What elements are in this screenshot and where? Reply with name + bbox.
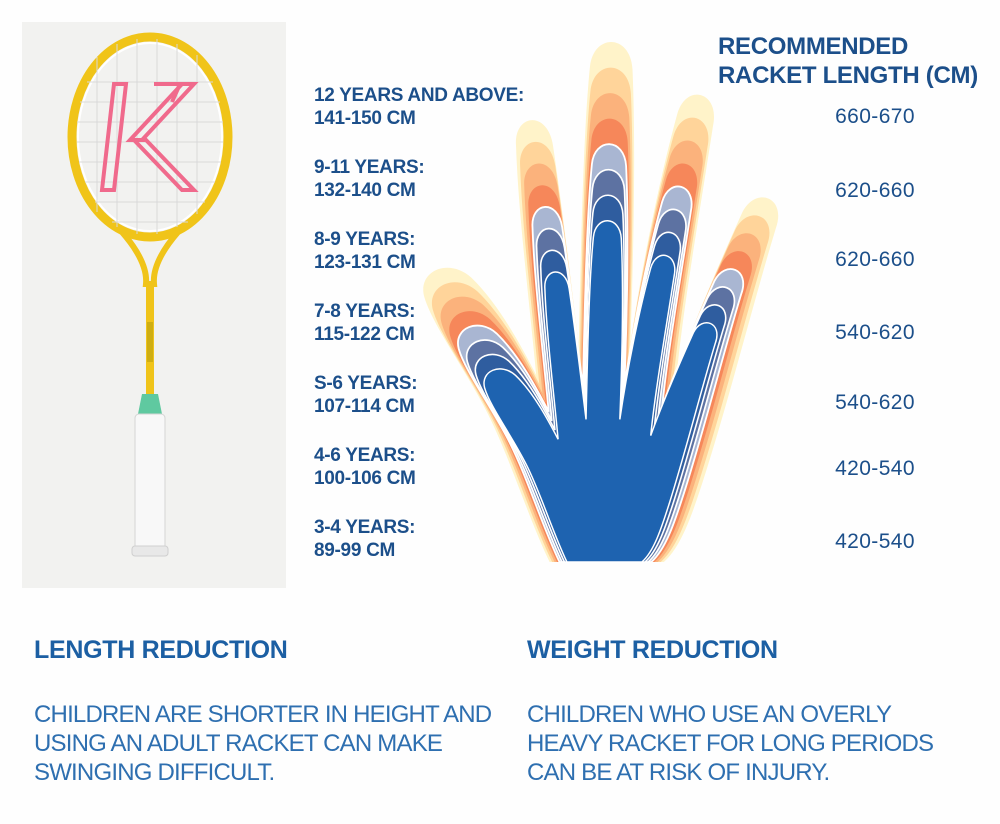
height-text: 107-114 CM [314,396,415,417]
height-text: 100-106 CM [314,468,416,489]
age-group-label: 3-4 YEARS: 89-99 CM [314,516,554,562]
weight-reduction-title: WEIGHT REDUCTION [527,636,778,664]
age-text: 3-4 YEARS: [314,517,416,538]
racket-image-panel [22,22,286,588]
age-group-label: 4-6 YEARS: 100-106 CM [314,444,554,490]
age-text: 7-8 YEARS: [314,301,416,322]
age-text: 9-11 YEARS: [314,157,425,178]
racket-length-value: 620-660 [835,179,915,202]
weight-reduction-text: CHILDREN WHO USE AN OVERLY HEAVY RACKET … [527,701,934,786]
title-line: RACKET LENGTH (CM) [718,62,978,89]
height-text: 123-131 CM [314,252,416,273]
brand-logo-icon [99,82,199,192]
age-text: S-6 YEARS: [314,373,418,394]
age-text: 8-9 YEARS: [314,229,416,250]
age-group-label: 8-9 YEARS: 123-131 CM [314,228,554,274]
recommended-length-title: RECOMMENDED RACKET LENGTH (CM) [718,32,990,90]
racket-length-value: 540-620 [835,321,915,344]
racket-length-value: 420-540 [835,530,915,553]
age-group-label: 7-8 YEARS: 115-122 CM [314,300,554,346]
age-group-label: 9-11 YEARS: 132-140 CM [314,156,554,202]
age-text: 4-6 YEARS: [314,445,416,466]
length-reduction-title: LENGTH REDUCTION [34,636,288,664]
age-group-label: S-6 YEARS: 107-114 CM [314,372,554,418]
racket-length-value: 620-660 [835,248,915,271]
racket-length-value: 420-540 [835,457,915,480]
title-line: RECOMMENDED [718,33,909,60]
age-group-label: 12 YEARS AND ABOVE: 141-150 CM [314,84,554,130]
racket-length-value: 660-670 [835,105,915,128]
racket-length-value: 540-620 [835,391,915,414]
height-text: 89-99 CM [314,540,396,561]
height-text: 115-122 CM [314,324,415,345]
age-text: 12 YEARS AND ABOVE: [314,85,525,106]
height-text: 132-140 CM [314,180,416,201]
length-reduction-text: CHILDREN ARE SHORTER IN HEIGHT AND USING… [34,701,492,786]
badminton-racket-icon [67,32,233,557]
height-text: 141-150 CM [314,108,416,129]
